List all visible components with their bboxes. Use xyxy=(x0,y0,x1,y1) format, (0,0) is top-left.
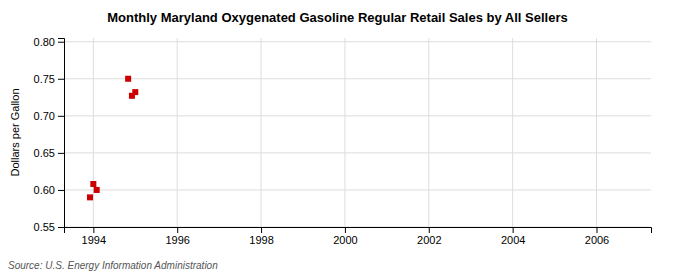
tick: 2006 xyxy=(585,227,609,246)
tick-label: 1994 xyxy=(82,234,106,246)
grid-line-y xyxy=(64,41,651,42)
tick-label: 2002 xyxy=(417,234,441,246)
tick-mark xyxy=(261,227,262,233)
tick-mark xyxy=(58,153,64,154)
plot: 1994 1996 1998 2000 2002 2004 2006 0.55 0.60 0.65… xyxy=(34,36,652,246)
tick: 0.80 xyxy=(34,36,64,48)
grid-line-x xyxy=(512,38,513,227)
point xyxy=(125,76,131,82)
tick-mark xyxy=(58,42,64,43)
tick-mark xyxy=(58,79,64,80)
tick-label: 0.80 xyxy=(34,36,55,48)
tick: 1996 xyxy=(165,227,189,246)
grid-line-y xyxy=(64,189,651,190)
grid-line-y xyxy=(64,152,651,153)
tick-mark xyxy=(429,227,430,233)
tick: 2004 xyxy=(501,227,525,246)
point xyxy=(90,181,96,187)
tick-label: 1998 xyxy=(249,234,273,246)
grid-line-x xyxy=(428,38,429,227)
grid-line-y xyxy=(64,115,651,116)
grid-line-x xyxy=(177,38,178,227)
tick: 0.70 xyxy=(34,110,64,122)
axis-line xyxy=(58,39,65,228)
tick: 0.55 xyxy=(34,221,64,233)
tick-label: 1996 xyxy=(165,234,189,246)
grid-line-x xyxy=(93,38,94,227)
tick: 2000 xyxy=(333,227,357,246)
tick-label: 0.65 xyxy=(34,147,55,159)
tick: 1994 xyxy=(82,227,106,246)
chart: 1994 1996 1998 2000 2002 2004 2006 0.55 0.60 0.65… xyxy=(0,0,675,275)
grid xyxy=(64,38,651,227)
point xyxy=(87,194,93,200)
tick-mark xyxy=(93,227,94,233)
tick-mark xyxy=(58,227,64,228)
grid-line-y xyxy=(64,78,651,79)
tick-label: 0.75 xyxy=(34,73,55,85)
tick: 1998 xyxy=(249,227,273,246)
tick: 0.65 xyxy=(34,147,64,159)
annotation: Source: U.S. Energy Information Administ… xyxy=(8,260,218,271)
tick-mark xyxy=(345,227,346,233)
tick-label: 0.55 xyxy=(34,221,55,233)
tick-mark xyxy=(596,227,597,233)
grid-line-x xyxy=(261,38,262,227)
tick: 0.60 xyxy=(34,184,64,196)
tick-mark xyxy=(58,116,64,117)
y-axis: 0.55 0.60 0.65 0.70 0.75 0.80 xyxy=(34,36,65,233)
tick-mark xyxy=(58,190,64,191)
tick-label: 0.70 xyxy=(34,110,55,122)
axis-line xyxy=(65,228,652,234)
tick: 2002 xyxy=(417,227,441,246)
point xyxy=(94,187,100,193)
tick-mark xyxy=(513,227,514,233)
title: Monthly Maryland Oxygenated Gasoline Reg… xyxy=(107,10,567,25)
tick-label: 2004 xyxy=(501,234,525,246)
points xyxy=(87,76,138,201)
tick-label: 2006 xyxy=(585,234,609,246)
grid-line-x xyxy=(596,38,597,227)
grid-line-x xyxy=(344,38,345,227)
tick-label: 2000 xyxy=(333,234,357,246)
tick-mark xyxy=(177,227,178,233)
tick: 0.75 xyxy=(34,73,64,85)
x-axis: 1994 1996 1998 2000 2002 2004 2006 xyxy=(65,227,652,246)
point xyxy=(132,89,138,95)
y-axis-label: Dollars per Gallon xyxy=(9,88,21,176)
tick-label: 0.60 xyxy=(34,184,55,196)
